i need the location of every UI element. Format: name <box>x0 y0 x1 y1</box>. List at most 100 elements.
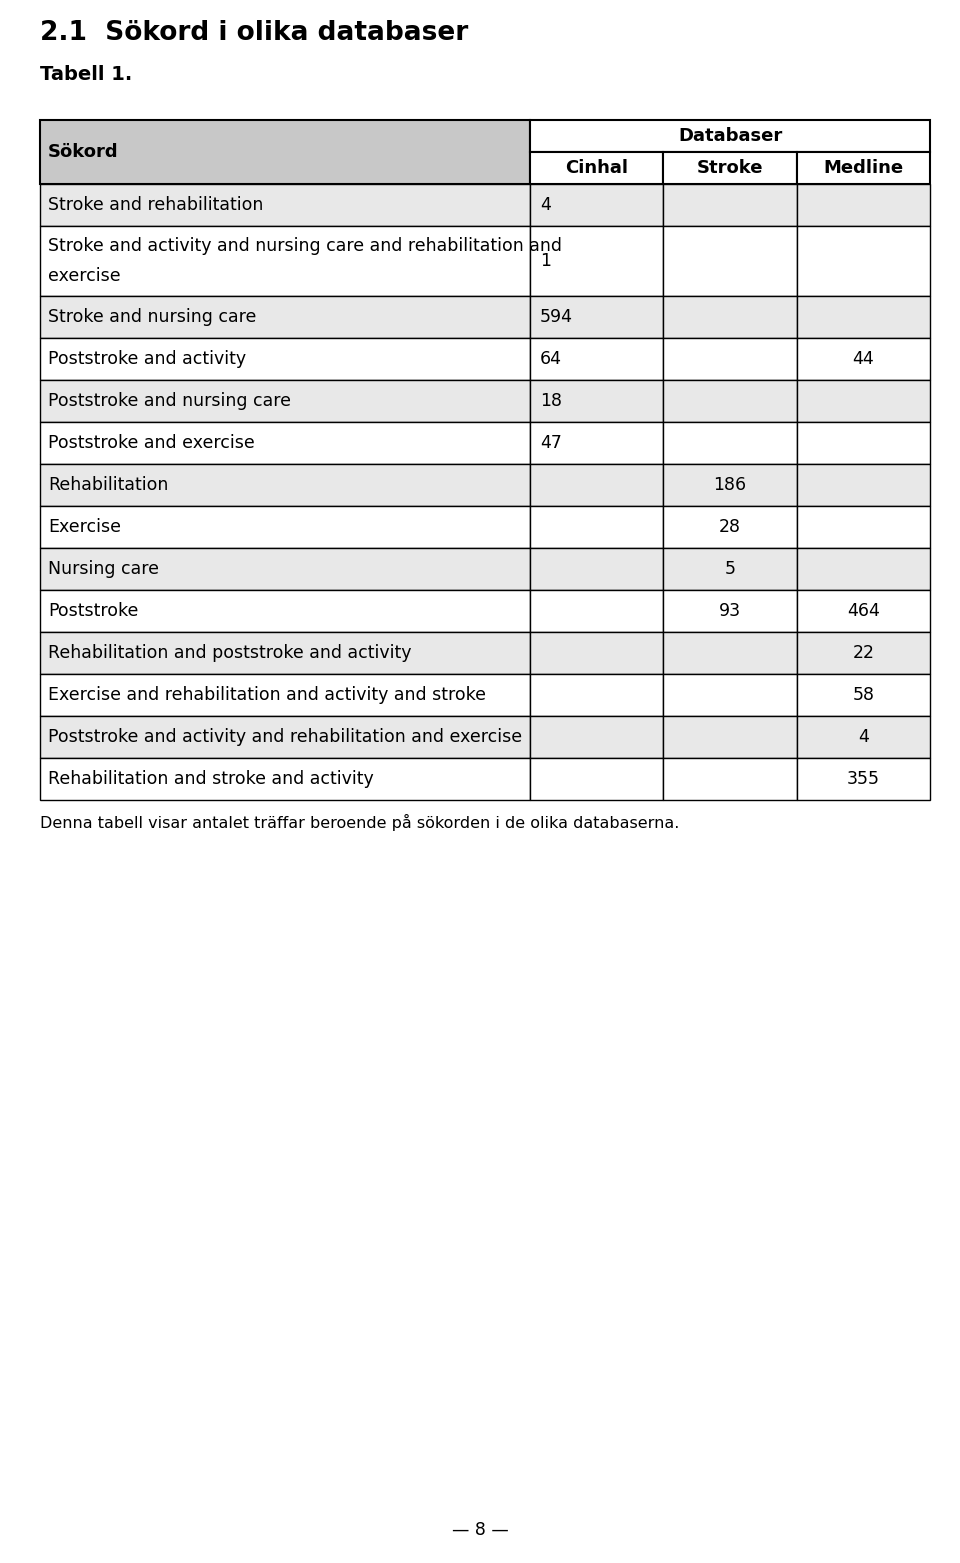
Text: exercise: exercise <box>48 267 121 286</box>
Bar <box>530 758 663 800</box>
Text: Tabell 1.: Tabell 1. <box>40 66 132 84</box>
Text: Rehabilitation and poststroke and activity: Rehabilitation and poststroke and activi… <box>48 644 412 663</box>
Bar <box>40 422 530 464</box>
Bar <box>530 716 663 758</box>
Bar <box>797 152 930 184</box>
Text: Exercise: Exercise <box>48 517 121 536</box>
Bar <box>663 184 797 227</box>
Bar <box>797 674 930 716</box>
Text: Poststroke: Poststroke <box>48 602 138 621</box>
Text: 355: 355 <box>847 771 879 788</box>
Bar <box>40 338 530 380</box>
Bar <box>530 422 663 464</box>
Bar <box>40 184 530 227</box>
Text: Rehabilitation: Rehabilitation <box>48 477 168 494</box>
Bar <box>530 549 663 589</box>
Bar <box>797 549 930 589</box>
Bar <box>797 295 930 338</box>
Bar <box>663 380 797 422</box>
Bar <box>663 227 797 295</box>
Bar <box>530 464 663 506</box>
Bar <box>530 338 663 380</box>
Bar <box>40 120 530 184</box>
Bar <box>663 674 797 716</box>
Bar <box>797 227 930 295</box>
Bar <box>797 589 930 631</box>
Bar <box>40 506 530 549</box>
Bar <box>797 338 930 380</box>
Bar <box>797 631 930 674</box>
Bar <box>663 549 797 589</box>
Bar <box>40 227 530 295</box>
Text: 58: 58 <box>852 686 875 703</box>
Text: 5: 5 <box>725 560 735 578</box>
Text: 22: 22 <box>852 644 875 663</box>
Text: Medline: Medline <box>824 159 903 177</box>
Bar <box>797 464 930 506</box>
Bar <box>663 716 797 758</box>
Text: 4: 4 <box>858 728 869 746</box>
Text: 93: 93 <box>719 602 741 621</box>
Text: 64: 64 <box>540 350 562 367</box>
Text: 47: 47 <box>540 435 562 452</box>
Text: 2.1  Sökord i olika databaser: 2.1 Sökord i olika databaser <box>40 20 468 45</box>
Text: Stroke and activity and nursing care and rehabilitation and: Stroke and activity and nursing care and… <box>48 236 562 255</box>
Text: 186: 186 <box>713 477 747 494</box>
Bar <box>40 380 530 422</box>
Bar <box>663 295 797 338</box>
Text: Stroke and rehabilitation: Stroke and rehabilitation <box>48 195 263 214</box>
Bar <box>530 506 663 549</box>
Text: 464: 464 <box>847 602 879 621</box>
Bar <box>40 674 530 716</box>
Bar <box>40 295 530 338</box>
Bar <box>40 549 530 589</box>
Bar <box>663 506 797 549</box>
Bar <box>40 589 530 631</box>
Bar <box>530 184 663 227</box>
Text: Exercise and rehabilitation and activity and stroke: Exercise and rehabilitation and activity… <box>48 686 486 703</box>
Text: Poststroke and activity: Poststroke and activity <box>48 350 246 367</box>
Text: — 8 —: — 8 — <box>451 1521 509 1540</box>
Text: 28: 28 <box>719 517 741 536</box>
Text: 18: 18 <box>540 392 562 410</box>
Bar <box>797 506 930 549</box>
Text: Rehabilitation and stroke and activity: Rehabilitation and stroke and activity <box>48 771 373 788</box>
Bar <box>530 120 930 152</box>
Bar <box>663 758 797 800</box>
Text: Denna tabell visar antalet träffar beroende på sökorden i de olika databaserna.: Denna tabell visar antalet träffar beroe… <box>40 814 680 832</box>
Text: 1: 1 <box>540 252 551 270</box>
Text: 594: 594 <box>540 308 573 327</box>
Text: Stroke: Stroke <box>697 159 763 177</box>
Text: Nursing care: Nursing care <box>48 560 159 578</box>
Bar <box>530 589 663 631</box>
Text: Databaser: Databaser <box>678 127 782 145</box>
Bar <box>797 422 930 464</box>
Bar <box>40 464 530 506</box>
Bar <box>663 338 797 380</box>
Bar <box>530 295 663 338</box>
Bar <box>530 152 663 184</box>
Bar <box>530 674 663 716</box>
Bar <box>530 380 663 422</box>
Bar <box>797 716 930 758</box>
Bar <box>40 716 530 758</box>
Text: Poststroke and activity and rehabilitation and exercise: Poststroke and activity and rehabilitati… <box>48 728 522 746</box>
Text: Poststroke and exercise: Poststroke and exercise <box>48 435 254 452</box>
Bar <box>797 758 930 800</box>
Bar <box>530 631 663 674</box>
Bar <box>40 758 530 800</box>
Bar <box>663 152 797 184</box>
Bar <box>797 184 930 227</box>
Text: 4: 4 <box>540 195 551 214</box>
Text: Cinhal: Cinhal <box>565 159 628 177</box>
Bar <box>663 422 797 464</box>
Text: Stroke and nursing care: Stroke and nursing care <box>48 308 256 327</box>
Bar <box>530 227 663 295</box>
Bar <box>797 380 930 422</box>
Bar <box>40 631 530 674</box>
Text: Sökord: Sökord <box>48 142 119 161</box>
Text: Poststroke and nursing care: Poststroke and nursing care <box>48 392 291 410</box>
Bar <box>663 631 797 674</box>
Bar <box>663 589 797 631</box>
Bar <box>663 464 797 506</box>
